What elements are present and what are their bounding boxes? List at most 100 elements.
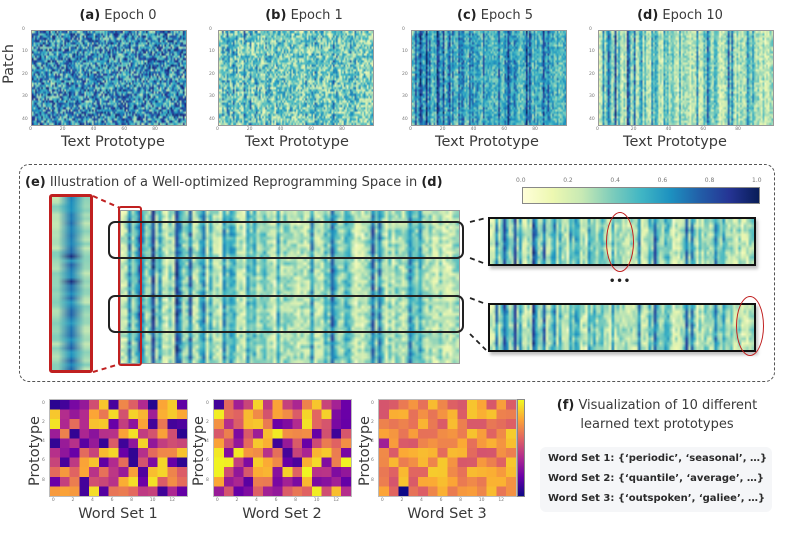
x-tick-label: 0 — [215, 498, 219, 503]
y-tick-label: 0 — [589, 27, 592, 32]
colorbar-tick-label: 0.6 — [657, 177, 668, 184]
x-tick-label: 20 — [439, 127, 446, 132]
x-tick-label: 40 — [277, 127, 284, 132]
x-tick-label: 20 — [630, 127, 637, 132]
y-tick-label: 0 — [22, 27, 25, 32]
x-tick-label: 60 — [700, 127, 707, 132]
epoch0-xlabel: Text Prototype — [61, 134, 165, 150]
epoch0-ylabel: Patch — [1, 44, 17, 84]
y-tick-label: 2 — [371, 420, 374, 425]
wordset1-heatmap — [49, 399, 188, 497]
y-tick-label: 20 — [402, 71, 408, 77]
colorbar-tick-label: 1.0 — [752, 177, 762, 184]
x-tick-label: 8 — [459, 498, 463, 503]
epoch0-title: (a) Epoch 0 — [79, 8, 157, 23]
x-tick-label: 0 — [409, 127, 412, 132]
x-tick-label: 20 — [59, 127, 66, 132]
epoch10-title: (d) Epoch 10 — [637, 8, 723, 23]
zoomed-row-strip-2 — [488, 303, 756, 352]
y-tick-label: 6 — [42, 458, 45, 464]
y-tick-label: 20 — [589, 71, 595, 77]
epoch5-canvas — [412, 31, 566, 125]
y-tick-label: 4 — [206, 439, 209, 445]
x-tick-label: 12 — [169, 498, 176, 503]
wordset3-heatmap — [378, 399, 517, 497]
epoch10-xlabel: Text Prototype — [623, 134, 727, 150]
epoch1-xlabel: Text Prototype — [245, 134, 349, 150]
y-tick-label: 30 — [589, 94, 595, 100]
wordset2-ylabel: Prototype — [191, 416, 207, 486]
word-set-3-line: Word Set 3: {‘outspoken’, ‘galiee’, …} — [548, 493, 766, 504]
epoch1-title: (b) Epoch 1 — [265, 8, 343, 23]
highlight-ellipse-1 — [606, 212, 634, 272]
y-tick-label: 40 — [209, 116, 215, 122]
x-tick-label: 40 — [665, 127, 672, 132]
y-tick-label: 4 — [42, 439, 45, 445]
wordset1-xlabel: Word Set 1 — [78, 506, 158, 522]
epoch0-canvas — [32, 31, 186, 125]
y-tick-label: 10 — [402, 49, 408, 55]
e-colorbar — [522, 187, 760, 204]
colorbar-tick-label: 0.2 — [563, 177, 573, 184]
x-tick-label: 60 — [501, 127, 508, 132]
x-tick-label: 0 — [380, 498, 384, 503]
word-set-1-line: Word Set 1: {‘periodic’, ‘seasonal’, …} — [548, 453, 768, 464]
y-tick-label: 6 — [371, 458, 374, 464]
x-tick-label: 4 — [91, 498, 94, 503]
x-tick-label: 2 — [400, 498, 404, 503]
x-tick-label: 6 — [110, 498, 114, 503]
column-highlight-box — [118, 206, 142, 366]
section-e-title: (e) Illustration of a Well-optimized Rep… — [25, 175, 443, 190]
y-tick-label: 0 — [206, 400, 209, 406]
x-tick-label: 0 — [51, 498, 55, 503]
x-tick-label: 80 — [735, 127, 741, 132]
y-tick-label: 10 — [209, 49, 215, 55]
y-tick-label: 20 — [22, 71, 28, 77]
zoomed-row-2-canvas — [490, 305, 754, 350]
wordset1-canvas — [50, 400, 187, 496]
x-tick-label: 4 — [255, 498, 258, 503]
x-tick-label: 6 — [274, 498, 278, 503]
x-tick-label: 6 — [439, 498, 443, 503]
y-tick-label: 0 — [209, 27, 212, 32]
zoomed-column-heatmap — [51, 196, 91, 371]
x-tick-label: 10 — [313, 498, 320, 503]
row-group-2-highlight — [108, 295, 464, 333]
y-tick-label: 40 — [22, 116, 28, 122]
wordset3-canvas — [379, 400, 516, 496]
y-tick-label: 6 — [206, 458, 209, 464]
wordset2-heatmap — [213, 399, 352, 497]
epoch5-title: (c) Epoch 5 — [457, 8, 533, 23]
epoch10-canvas — [599, 31, 773, 125]
x-tick-label: 12 — [498, 498, 505, 503]
x-tick-label: 10 — [478, 498, 485, 503]
x-tick-label: 60 — [121, 127, 128, 132]
x-tick-label: 2 — [71, 498, 75, 503]
x-tick-label: 60 — [308, 127, 315, 132]
section-f-title-line2: learned text prototypes — [580, 417, 734, 432]
epoch5-xlabel: Text Prototype — [435, 134, 539, 150]
y-tick-label: 4 — [371, 439, 374, 445]
x-tick-label: 80 — [152, 127, 158, 132]
wordset-colorbar — [517, 399, 525, 497]
epoch0-heatmap — [31, 30, 187, 126]
x-tick-label: 80 — [339, 127, 345, 132]
wordset1-ylabel: Prototype — [27, 416, 43, 486]
x-tick-label: 8 — [294, 498, 298, 503]
ellipsis-marker: ••• — [609, 276, 632, 287]
colorbar-tick-label: 0.4 — [610, 177, 620, 184]
x-tick-label: 12 — [333, 498, 340, 503]
y-tick-label: 8 — [206, 477, 209, 483]
main-reprogramming-heatmap — [120, 210, 460, 364]
word-sets-box: Word Set 1: {‘periodic’, ‘seasonal’, …} … — [540, 447, 772, 512]
y-tick-label: 2 — [42, 420, 45, 425]
x-tick-label: 0 — [29, 127, 32, 132]
y-tick-label: 20 — [209, 71, 215, 77]
y-tick-label: 30 — [22, 94, 28, 100]
x-tick-label: 2 — [235, 498, 239, 503]
epoch5-heatmap — [411, 30, 567, 126]
y-tick-label: 2 — [206, 420, 209, 425]
section-f-title-line1: (f) Visualization of 10 different — [556, 398, 758, 413]
colorbar-tick-label: 0.0 — [516, 177, 526, 184]
x-tick-label: 20 — [246, 127, 253, 132]
